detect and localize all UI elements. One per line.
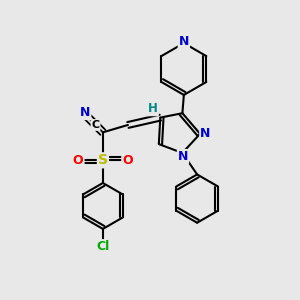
Text: H: H [148,102,158,115]
Text: Cl: Cl [96,240,110,253]
Text: O: O [73,154,83,167]
Text: S: S [98,153,108,167]
Text: N: N [178,150,188,163]
Text: N: N [80,106,90,119]
Text: N: N [200,127,211,140]
Text: N: N [179,35,189,48]
Text: C: C [92,120,100,130]
Text: O: O [122,154,133,167]
